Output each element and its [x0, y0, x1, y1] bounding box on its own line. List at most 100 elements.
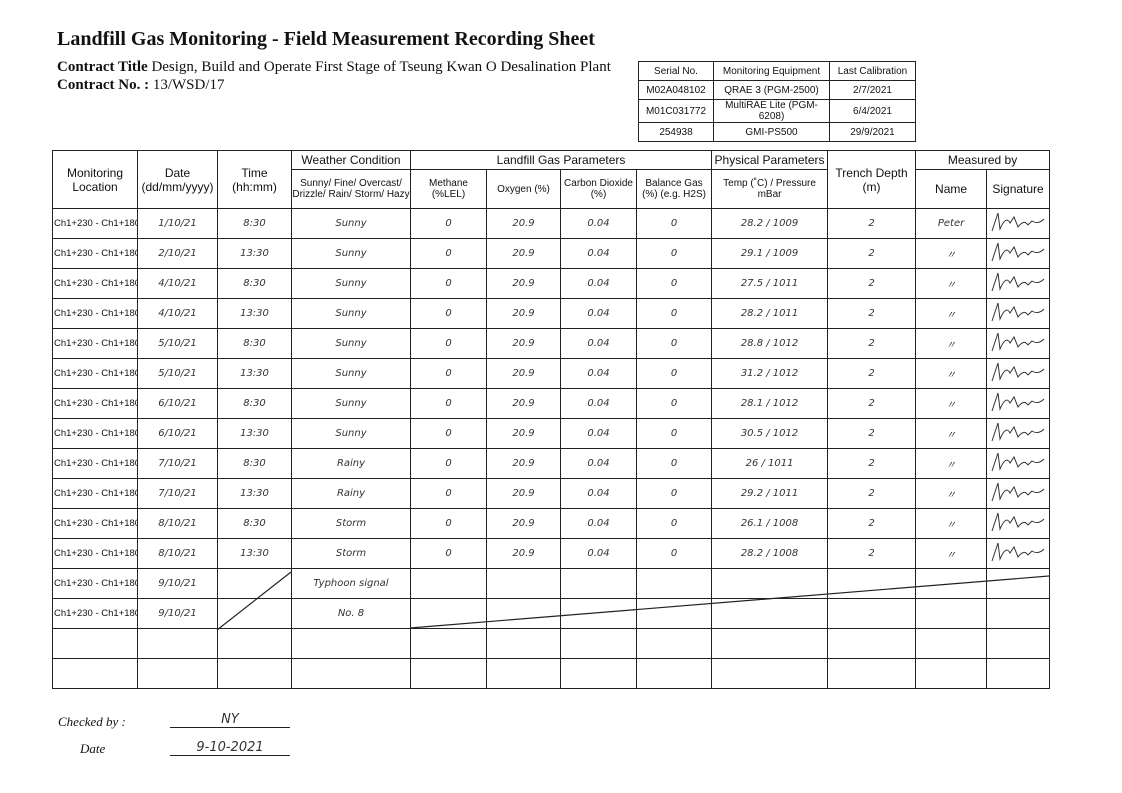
- signature-cell: [986, 508, 1051, 539]
- cell: 0.04: [560, 238, 637, 269]
- cell: 0: [410, 388, 487, 419]
- cell: 1/10/21: [137, 208, 218, 239]
- row: M02A048102 QRAE 3 (PGM-2500) 2/7/2021: [638, 80, 916, 100]
- cell: [410, 658, 487, 689]
- cell: 〃: [915, 538, 988, 569]
- label: Contract Title: [57, 59, 148, 75]
- empty-row: [52, 658, 1051, 689]
- cell: Sunny: [291, 268, 411, 299]
- cell: 2: [827, 238, 917, 269]
- signature: [991, 362, 1045, 382]
- cell: 〃: [915, 388, 988, 419]
- cell: 0: [635, 238, 713, 269]
- cell: 0: [635, 388, 713, 419]
- cell: 0: [410, 298, 487, 329]
- cell: Ch1+230 - Ch1+180: [52, 238, 138, 269]
- cell: 0: [635, 478, 713, 509]
- cell: 2/10/21: [137, 238, 218, 269]
- cell: 2: [827, 328, 917, 359]
- cell: Storm: [291, 538, 411, 569]
- signature: [991, 452, 1045, 472]
- cell: [986, 658, 1051, 689]
- cell: Sunny: [291, 298, 411, 329]
- cell: 2: [827, 298, 917, 329]
- value: Design, Build and Operate First Stage of…: [151, 59, 611, 75]
- cell: [486, 568, 561, 599]
- cell: 13:30: [217, 418, 292, 449]
- cell: 0: [635, 298, 713, 329]
- signature-cell: [986, 568, 1051, 599]
- cell: 13:30: [217, 298, 292, 329]
- cell: 20.9: [486, 208, 561, 239]
- cell: [986, 628, 1051, 659]
- cell: MultiRAE Lite (PGM-6208): [713, 99, 830, 123]
- cell: 〃: [915, 478, 988, 509]
- checked-by-label: Checked by :: [58, 714, 126, 729]
- date-label: Date: [80, 741, 106, 756]
- signature: [991, 242, 1045, 262]
- cell: [827, 658, 917, 689]
- cell: 29.1 / 1009: [711, 238, 829, 269]
- row: Ch1+230 - Ch1+180 7/10/21 8:30 Rainy 0 20.9 0.…: [52, 448, 1051, 479]
- cell: 6/10/21: [137, 418, 218, 449]
- signature: [991, 272, 1045, 292]
- contract-title: Contract Title Design, Build and Operate…: [57, 59, 611, 76]
- checked-date: 9-10-2021: [170, 740, 290, 756]
- cell: 0: [410, 268, 487, 299]
- cell: [217, 658, 292, 689]
- cell: [560, 598, 637, 629]
- signature: [991, 512, 1045, 532]
- value: 13/WSD/17: [152, 77, 225, 93]
- cell: 0: [410, 418, 487, 449]
- row: Ch1+230 - Ch1+180 4/10/21 13:30 Sunny 0 20.9 0…: [52, 298, 1051, 329]
- row: Ch1+230 - Ch1+180 8/10/21 13:30 Storm 0 20.9 0…: [52, 538, 1051, 569]
- checked-by: NY: [170, 712, 290, 728]
- signature-cell: [986, 448, 1051, 479]
- cell: 8/10/21: [137, 538, 218, 569]
- header-cell: Monitoring Location: [52, 150, 138, 209]
- cell: Sunny: [291, 388, 411, 419]
- cell: 8:30: [217, 448, 292, 479]
- signature-cell: [986, 238, 1051, 269]
- signature: [991, 482, 1045, 502]
- cell: [711, 658, 829, 689]
- cell: 0: [635, 538, 713, 569]
- signature-cell: [986, 298, 1051, 329]
- cell: 0: [410, 328, 487, 359]
- header-row: Sunny/ Fine/ Overcast/ Drizzle/ Rain/ St…: [53, 169, 1051, 209]
- cell: [291, 658, 411, 689]
- signature: [991, 302, 1045, 322]
- cell: Ch1+230 - Ch1+180: [52, 418, 138, 449]
- row: Ch1+230 - Ch1+180 5/10/21 13:30 Sunny 0 20.9 0…: [52, 358, 1051, 389]
- cell: Ch1+230 - Ch1+180: [52, 388, 138, 419]
- cell: 13:30: [217, 478, 292, 509]
- row: Ch1+230 - Ch1+180 7/10/21 13:30 Rainy 0 20.9 0…: [52, 478, 1051, 509]
- cell: Ch1+230 - Ch1+180: [52, 268, 138, 299]
- title: Landfill Gas Monitoring - Field Measurem…: [57, 28, 595, 50]
- row: 254938 GMI-PS500 29/9/2021: [638, 122, 916, 142]
- cell: 20.9: [486, 358, 561, 389]
- contract-no: Contract No. : 13/WSD/17: [57, 77, 224, 94]
- cell: [635, 568, 713, 599]
- cell: 〃: [915, 508, 988, 539]
- header-cell: Temp (˚C) / Pressure mBar: [711, 169, 829, 209]
- cell: 4/10/21: [137, 268, 218, 299]
- cell: Typhoon signal: [291, 568, 411, 599]
- cell: 27.5 / 1011: [711, 268, 829, 299]
- cell: 8:30: [217, 328, 292, 359]
- cell: [827, 628, 917, 659]
- row: Ch1+230 - Ch1+180 6/10/21 13:30 Sunny 0 20.9 0…: [52, 418, 1051, 449]
- cell: 0: [410, 478, 487, 509]
- signature-cell: [986, 478, 1051, 509]
- signature: [991, 212, 1045, 232]
- cell: [217, 628, 292, 659]
- cell: Ch1+230 - Ch1+180: [52, 568, 138, 599]
- cell: 28.2 / 1009: [711, 208, 829, 239]
- cell: [915, 658, 988, 689]
- cell: [486, 658, 561, 689]
- row: Ch1+230 - Ch1+180 1/10/21 8:30 Sunny 0 20.9 0.…: [52, 208, 1051, 239]
- cell: 2: [827, 478, 917, 509]
- cell: 29/9/2021: [829, 122, 916, 142]
